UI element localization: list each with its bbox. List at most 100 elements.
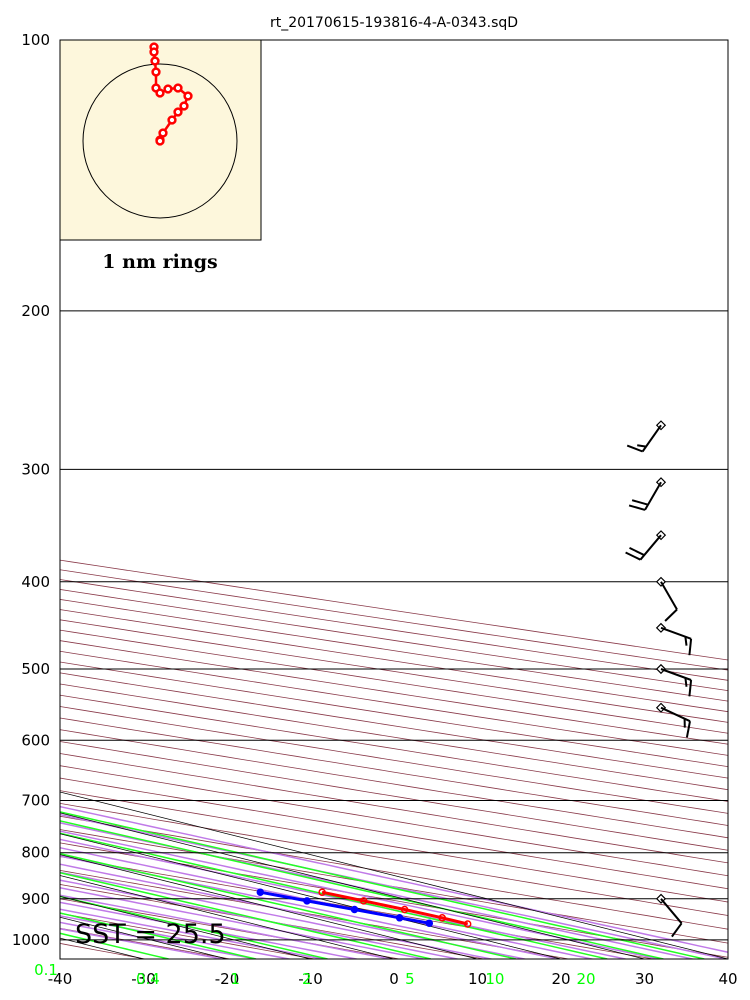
wind-barb bbox=[655, 622, 693, 656]
temperature-point bbox=[400, 905, 409, 914]
isotherm bbox=[60, 791, 728, 959]
wind-barb bbox=[628, 477, 667, 511]
dewpoint-point bbox=[256, 888, 265, 896]
hodograph-point bbox=[150, 56, 160, 66]
wind-barb bbox=[626, 420, 667, 453]
hodograph-point bbox=[155, 136, 165, 146]
pressure-tick-label: 100 bbox=[21, 31, 50, 49]
mixing-ratio-line bbox=[60, 852, 517, 959]
temperature-tick-label: 0 bbox=[389, 970, 399, 988]
wind-barb-flag bbox=[631, 499, 649, 506]
hodograph-point bbox=[155, 88, 165, 98]
wind-barb-flag bbox=[626, 444, 643, 453]
wind-barb-flag bbox=[688, 638, 693, 656]
wind-barb-flag bbox=[664, 608, 678, 622]
temperature-tick-label: 40 bbox=[718, 970, 737, 988]
wind-barb-flag bbox=[625, 551, 641, 561]
hodograph-point bbox=[183, 91, 193, 101]
wind-barb-station bbox=[655, 663, 667, 675]
wind-barb-flag bbox=[685, 721, 691, 738]
dewpoint-point bbox=[350, 905, 359, 914]
plot-frame bbox=[59, 39, 729, 960]
temperature-tick-label: 10 bbox=[468, 970, 487, 988]
dry-adiabat bbox=[60, 694, 728, 802]
temperature-point bbox=[438, 914, 446, 922]
mixing-ratio-tick-label: 5 bbox=[405, 970, 415, 988]
mixing-ratio-tick-label: 0.1 bbox=[34, 961, 58, 979]
hodograph-trace bbox=[149, 42, 193, 146]
temperature-point bbox=[359, 897, 368, 905]
pressure-tick-label: 600 bbox=[21, 731, 50, 749]
wind-barb-layer bbox=[625, 420, 693, 938]
dry-adiabat bbox=[60, 650, 728, 756]
temperature-tick-label: -40 bbox=[48, 970, 73, 988]
pressure-tick-label: 1000 bbox=[12, 931, 50, 949]
dry-adiabat bbox=[60, 683, 728, 791]
sst-annotation: SST = 25.5 bbox=[75, 919, 226, 950]
temperature-point bbox=[463, 920, 472, 928]
wind-barb bbox=[625, 530, 667, 561]
hodograph-point bbox=[173, 83, 183, 93]
dry-adiabat bbox=[60, 706, 728, 814]
temperature-tick-label: -20 bbox=[215, 970, 240, 988]
dewpoint-point bbox=[303, 897, 311, 905]
pressure-tick-label: 900 bbox=[21, 890, 50, 908]
dewpoint-point bbox=[395, 914, 404, 922]
mixing-ratio-tick-label: 0.4 bbox=[136, 970, 160, 988]
wind-barb-staff bbox=[644, 481, 662, 511]
pressure-tick-label: 700 bbox=[21, 792, 50, 810]
dry-adiabat bbox=[60, 629, 728, 734]
pressure-tick-label: 400 bbox=[21, 573, 50, 591]
temperature-tick-label: 20 bbox=[551, 970, 570, 988]
hodograph-point bbox=[167, 115, 177, 125]
isotherm bbox=[60, 958, 61, 959]
wind-barb-staff bbox=[660, 706, 691, 723]
pressure-tick-label: 200 bbox=[21, 302, 50, 320]
wind-barb-station bbox=[655, 622, 667, 633]
dewpoint-point bbox=[425, 919, 434, 927]
mixing-ratio-line bbox=[60, 872, 432, 959]
dry-adiabat bbox=[60, 717, 728, 826]
wind-barb-staff bbox=[660, 581, 678, 611]
wind-barb-staff bbox=[641, 424, 662, 453]
mixing-ratio-tick-label: 10 bbox=[485, 970, 504, 988]
wind-barb-flag bbox=[671, 922, 683, 938]
pressure-tick-label: 300 bbox=[21, 460, 50, 478]
mixing-ratio-line bbox=[60, 820, 664, 959]
wind-barb-flag bbox=[688, 679, 693, 697]
dry-adiabat bbox=[60, 640, 728, 745]
profile-layer bbox=[256, 888, 472, 928]
temperature-tick-label: -30 bbox=[131, 970, 156, 988]
wind-barb-flag bbox=[629, 547, 645, 556]
pressure-tick-label: 800 bbox=[21, 844, 50, 862]
temperature-tick-label: -10 bbox=[298, 970, 323, 988]
hodograph-point bbox=[173, 107, 183, 117]
chart-title: rt_20170615-193816-4-A-0343.sqD bbox=[270, 15, 518, 31]
hodograph-ring bbox=[82, 63, 238, 219]
mixing-ratio-tick-label: 2 bbox=[302, 970, 312, 988]
wind-barb-flag bbox=[684, 636, 688, 646]
wind-barb bbox=[655, 576, 678, 622]
profile-line bbox=[321, 890, 469, 926]
wind-barb bbox=[655, 893, 683, 938]
wind-barb-station bbox=[655, 477, 667, 488]
dry-adiabat bbox=[60, 672, 728, 779]
mixing-ratio-tick-label: 20 bbox=[576, 970, 595, 988]
wind-barb-flag bbox=[684, 677, 688, 687]
temperature-tick-label: 30 bbox=[635, 970, 654, 988]
temperature-point bbox=[318, 888, 326, 896]
chart-grid bbox=[0, 40, 728, 959]
mixing-ratio-line bbox=[0, 311, 51, 959]
hodograph-inset: 1 nm rings bbox=[59, 39, 262, 273]
wind-barb bbox=[655, 663, 693, 697]
pressure-tick-label: 500 bbox=[21, 660, 50, 678]
mixing-ratio-tick-label: 1 bbox=[230, 970, 240, 988]
hodograph-point bbox=[151, 67, 161, 77]
mixing-ratio-line bbox=[60, 811, 705, 959]
hodograph-point bbox=[158, 128, 168, 138]
hodograph-point bbox=[179, 101, 189, 111]
wind-barb-flag bbox=[628, 504, 646, 511]
wind-barb-staff bbox=[639, 534, 662, 561]
